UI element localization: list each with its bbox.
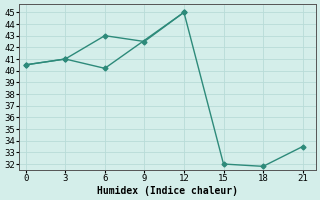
X-axis label: Humidex (Indice chaleur): Humidex (Indice chaleur): [97, 186, 238, 196]
